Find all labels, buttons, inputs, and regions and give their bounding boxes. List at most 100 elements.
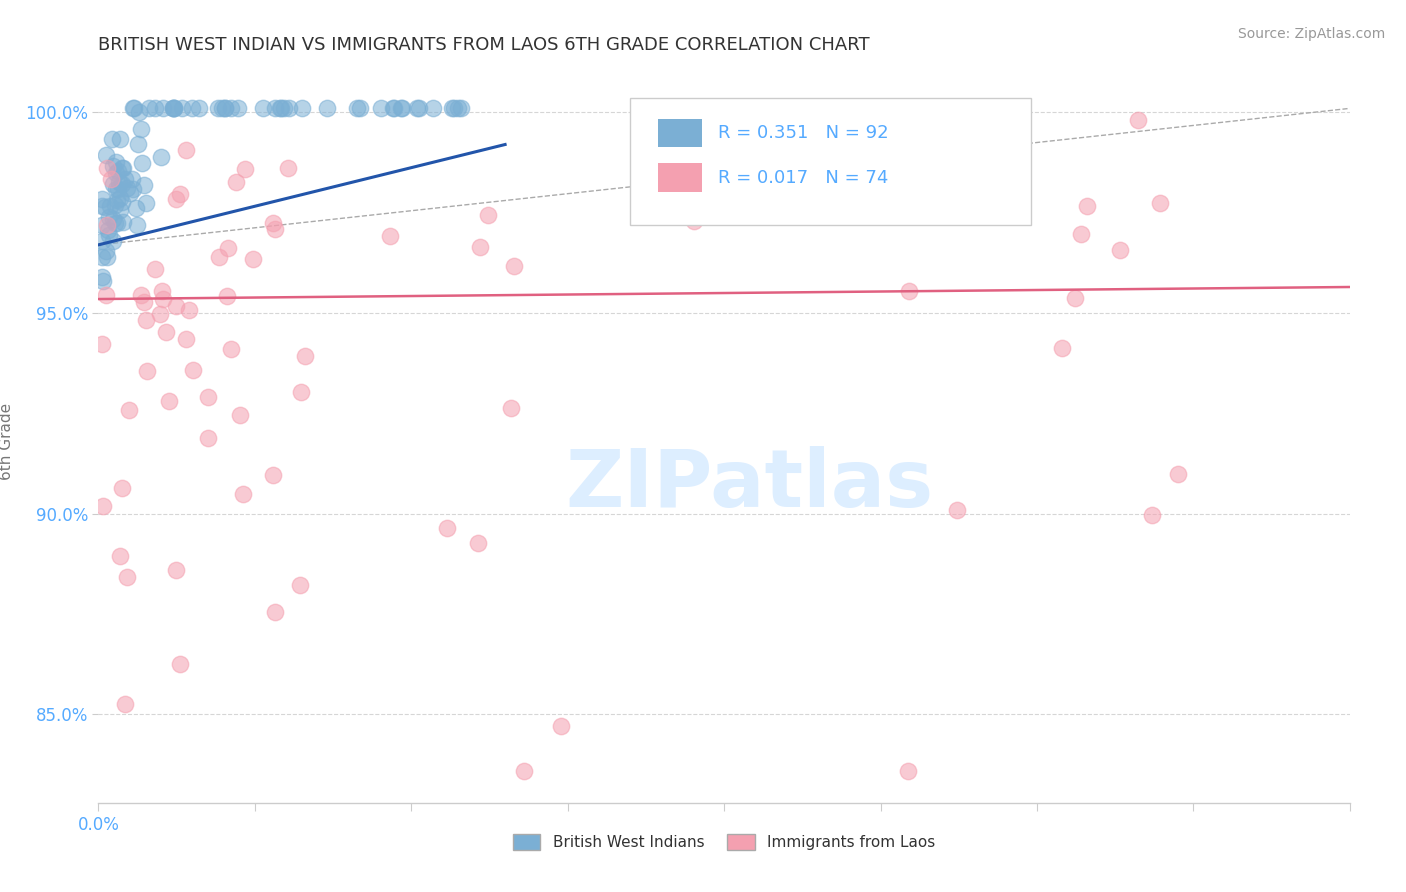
Point (150, 284, 173, 298)
Point (162, 102, 184, 116)
Point (97, 227, 120, 242)
Point (98, 199, 121, 213)
Point (118, 186, 141, 200)
Point (94, 148, 117, 162)
Point (96, 218, 118, 232)
Point (389, 102, 412, 116)
Point (181, 102, 204, 116)
Point (219, 342, 242, 356)
Point (100, 172, 122, 186)
Point (94, 287, 117, 301)
Point (391, 102, 413, 116)
Point (294, 349, 316, 363)
Point (131, 156, 153, 170)
Point (381, 102, 404, 116)
Point (169, 657, 191, 672)
Point (346, 102, 368, 116)
Point (169, 187, 191, 202)
Point (110, 194, 132, 209)
Point (107, 164, 129, 178)
Point (103, 177, 125, 191)
Point (155, 325, 177, 339)
Point (125, 218, 148, 232)
Point (101, 159, 124, 173)
Point (1149, 196, 1171, 211)
Point (675, 201, 697, 215)
Text: ZIPatlas: ZIPatlas (565, 446, 934, 524)
Point (436, 521, 458, 535)
Point (162, 102, 184, 116)
Text: BRITISH WEST INDIAN VS IMMIGRANTS FROM LAOS 6TH GRADE CORRELATION CHART: BRITISH WEST INDIAN VS IMMIGRANTS FROM L… (98, 36, 870, 54)
Point (129, 288, 152, 302)
Point (152, 102, 174, 116)
Point (316, 102, 339, 116)
Point (269, 102, 291, 116)
Point (214, 102, 236, 116)
Point (187, 102, 209, 116)
Point (262, 467, 284, 482)
Point (90, 218, 112, 232)
Point (214, 102, 236, 116)
Point (104, 182, 127, 196)
Point (90, 269, 112, 284)
Point (138, 102, 160, 116)
Point (197, 390, 219, 404)
Point (1109, 243, 1132, 257)
Legend: British West Indians, Immigrants from Laos: British West Indians, Immigrants from La… (506, 829, 942, 856)
Point (108, 191, 131, 205)
Point (111, 215, 134, 229)
Point (208, 250, 231, 264)
Point (111, 481, 134, 495)
Point (897, 764, 920, 778)
Point (110, 161, 132, 175)
Text: R = 0.017   N = 74: R = 0.017 N = 74 (718, 169, 889, 186)
Point (143, 261, 166, 276)
Point (513, 764, 536, 778)
Point (499, 401, 522, 415)
Point (143, 102, 166, 116)
Point (162, 102, 184, 116)
Point (93, 200, 115, 214)
Point (450, 102, 472, 116)
Point (90, 192, 112, 206)
Point (291, 102, 314, 116)
Point (152, 292, 174, 306)
Point (112, 161, 135, 176)
Point (262, 216, 284, 230)
Point (91, 499, 114, 513)
Point (149, 307, 172, 321)
Point (105, 166, 128, 180)
Point (115, 181, 138, 195)
Point (117, 570, 139, 584)
Point (108, 132, 131, 146)
Point (90, 199, 112, 213)
Point (162, 102, 184, 116)
Point (477, 208, 499, 222)
Point (1050, 341, 1073, 355)
Point (467, 536, 489, 550)
Point (136, 364, 159, 378)
Point (755, 165, 778, 179)
Point (264, 221, 287, 235)
Point (252, 102, 274, 116)
Point (226, 102, 249, 116)
Point (181, 362, 204, 376)
FancyBboxPatch shape (658, 163, 702, 193)
Point (405, 102, 427, 116)
Point (96, 161, 118, 175)
Point (90, 337, 112, 351)
Point (370, 102, 392, 116)
Point (114, 697, 136, 711)
Point (177, 302, 200, 317)
Point (135, 195, 157, 210)
Point (96, 250, 118, 264)
Point (172, 102, 194, 116)
Point (219, 102, 242, 116)
Point (447, 102, 470, 116)
Point (174, 144, 197, 158)
Point (105, 216, 128, 230)
Point (277, 102, 299, 116)
Point (242, 252, 264, 267)
Point (128, 105, 150, 120)
Point (104, 216, 127, 230)
